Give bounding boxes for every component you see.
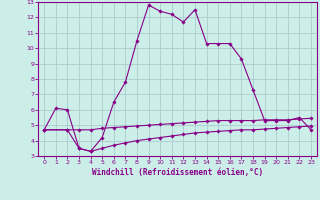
X-axis label: Windchill (Refroidissement éolien,°C): Windchill (Refroidissement éolien,°C)	[92, 168, 263, 177]
